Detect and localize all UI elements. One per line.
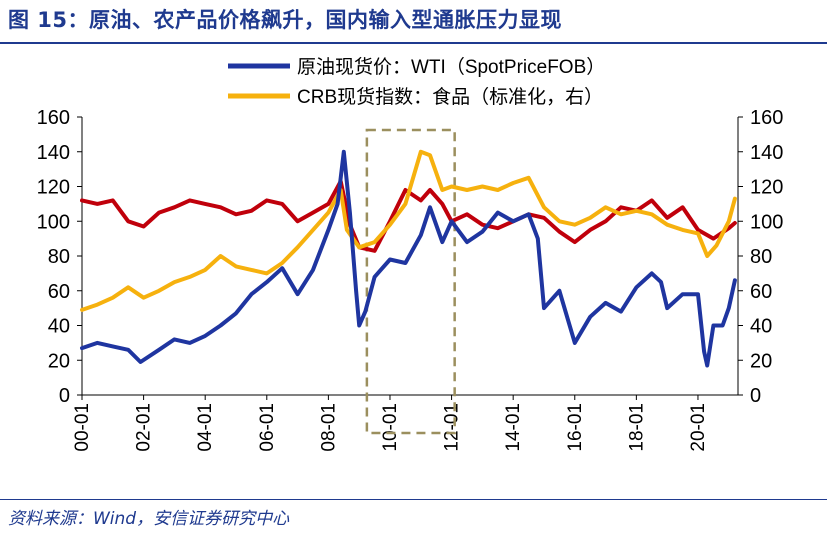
- x-tick-label: 08-01: [318, 403, 339, 452]
- x-tick-label: 16-01: [565, 403, 586, 452]
- y-tick-label-left: 140: [37, 142, 70, 164]
- title-rule: [0, 42, 827, 44]
- y-tick-label-left: 60: [48, 281, 70, 303]
- x-tick-label: 00-01: [72, 403, 93, 452]
- source-note: 资料来源：Wind，安信证券研究中心: [8, 509, 290, 529]
- highlight-box-layer: [365, 128, 456, 435]
- x-tick-label: 18-01: [626, 403, 647, 452]
- line-chart: 原油现货价：WTI（SpotPriceFOB） CRB现货指数：食品（标准化，右…: [37, 56, 784, 452]
- y-tick-label-right: 60: [750, 281, 772, 303]
- y-tick-label-right: 100: [750, 211, 783, 233]
- y-tick-label-right: 40: [750, 316, 772, 338]
- y-tick-label-right: 20: [750, 350, 772, 372]
- y-tick-label-left: 160: [37, 107, 70, 129]
- y-tick-label-left: 40: [48, 316, 70, 338]
- legend-label-crb: CRB现货指数：食品（标准化，右）: [297, 86, 603, 108]
- series-line-crb: [80, 149, 737, 312]
- series-layer: [80, 149, 737, 368]
- series-line-wti: [80, 149, 737, 368]
- footer-rule: [0, 499, 827, 500]
- x-tick-label: 20-01: [688, 403, 709, 452]
- x-tick-label: 06-01: [257, 403, 278, 452]
- highlight-box: [365, 128, 456, 435]
- x-tick-label: 12-01: [442, 403, 463, 452]
- y-tick-label-right: 160: [750, 107, 783, 129]
- series-line-red: [80, 179, 737, 253]
- x-tick-label: 14-01: [503, 403, 524, 452]
- y-tick-label-left: 120: [37, 177, 70, 199]
- y-tick-label-right: 120: [750, 177, 783, 199]
- y-tick-label-right: 140: [750, 142, 783, 164]
- y-tick-label-right: 0: [750, 385, 761, 407]
- y-tick-label-left: 80: [48, 246, 70, 268]
- legend: 原油现货价：WTI（SpotPriceFOB） CRB现货指数：食品（标准化，右…: [228, 56, 605, 108]
- y-tick-label-left: 100: [37, 211, 70, 233]
- y-tick-label-left: 20: [48, 350, 70, 372]
- y-tick-label-left: 0: [59, 385, 70, 407]
- x-tick-label: 04-01: [195, 403, 216, 452]
- axes: 0 0 20 20 40 40 60 60 80 80 100 100 120 120 140 140 160 1…: [37, 107, 784, 452]
- y-tick-label-right: 80: [750, 246, 772, 268]
- page-title: 图 15：原油、农产品价格飙升，国内输入型通胀压力显现: [8, 8, 563, 32]
- x-tick-label: 10-01: [380, 403, 401, 452]
- legend-label-wti: 原油现货价：WTI（SpotPriceFOB）: [297, 56, 605, 78]
- x-tick-label: 02-01: [134, 403, 155, 452]
